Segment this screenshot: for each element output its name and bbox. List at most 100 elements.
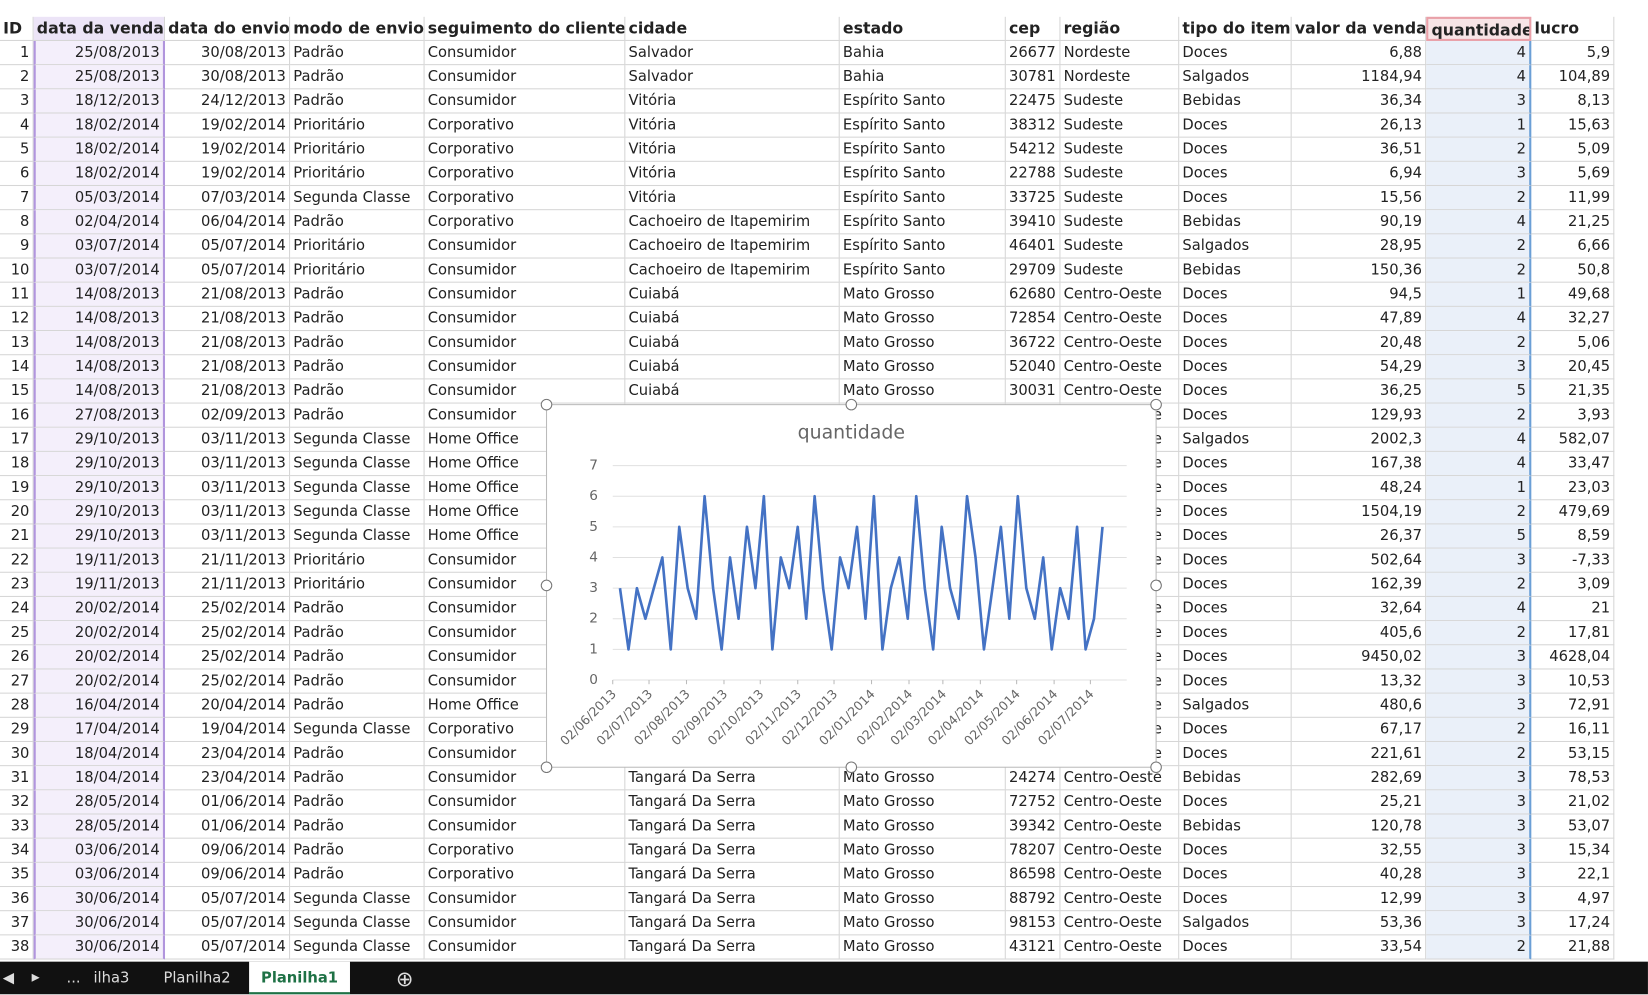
cell[interactable]: 94,5 xyxy=(1291,282,1427,307)
cell[interactable]: Doces xyxy=(1179,306,1292,332)
cell[interactable]: Doces xyxy=(1179,596,1292,622)
cell[interactable]: Doces xyxy=(1179,113,1292,138)
cell[interactable]: Tangará Da Serra xyxy=(625,790,840,815)
cell[interactable]: Doces xyxy=(1179,186,1292,211)
cell[interactable]: 3 xyxy=(0,89,34,114)
resize-handle[interactable] xyxy=(845,398,858,411)
cell[interactable]: 49,68 xyxy=(1531,282,1615,307)
cell[interactable]: 54,29 xyxy=(1291,355,1427,380)
cell[interactable]: 3 xyxy=(1426,89,1532,114)
cell[interactable]: 14/08/2013 xyxy=(33,331,166,356)
cell[interactable]: 03/06/2014 xyxy=(33,838,166,863)
cell[interactable]: Tangará Da Serra xyxy=(625,862,840,888)
cell[interactable]: 03/06/2014 xyxy=(33,862,166,888)
cell[interactable]: 21 xyxy=(1531,596,1615,622)
cell[interactable]: Centro-Oeste xyxy=(1060,838,1180,863)
cell[interactable]: 4 xyxy=(0,113,34,138)
cell[interactable]: Padrão xyxy=(290,282,425,307)
cell[interactable]: 25/02/2014 xyxy=(165,596,291,622)
cell[interactable]: Segunda Classe xyxy=(290,476,425,501)
cell[interactable]: 30/08/2013 xyxy=(165,65,291,90)
cell[interactable]: 72,91 xyxy=(1531,693,1615,718)
cell[interactable]: 405,6 xyxy=(1291,621,1427,646)
cell[interactable]: 3 xyxy=(1426,862,1532,888)
cell[interactable]: Bebidas xyxy=(1179,258,1292,283)
cell[interactable]: 120,78 xyxy=(1291,814,1427,839)
cell[interactable]: 4 xyxy=(1426,40,1532,66)
cell[interactable]: 78,53 xyxy=(1531,766,1615,791)
cell[interactable]: Doces xyxy=(1179,838,1292,863)
cell[interactable]: Salgados xyxy=(1179,693,1292,718)
cell[interactable]: 53,15 xyxy=(1531,742,1615,767)
cell[interactable]: 3 xyxy=(1426,766,1532,791)
cell[interactable]: 167,38 xyxy=(1291,451,1427,477)
cell[interactable]: Consumidor xyxy=(424,65,626,90)
cell[interactable]: Mato Grosso xyxy=(839,862,1006,888)
cell[interactable]: Mato Grosso xyxy=(839,379,1006,404)
cell[interactable]: 19 xyxy=(0,476,34,501)
cell[interactable]: 20/04/2014 xyxy=(165,693,291,718)
cell[interactable]: 53,07 xyxy=(1531,814,1615,839)
cell[interactable]: 480,6 xyxy=(1291,693,1427,718)
cell[interactable]: 50,8 xyxy=(1531,258,1615,283)
cell[interactable]: 30/06/2014 xyxy=(33,911,166,936)
cell[interactable]: 01/06/2014 xyxy=(165,790,291,815)
cell[interactable]: Padrão xyxy=(290,621,425,646)
sheet-tab[interactable]: Planilha1 xyxy=(249,961,350,995)
cell[interactable]: 39342 xyxy=(1005,814,1061,839)
cell[interactable]: 32,64 xyxy=(1291,596,1427,622)
cell[interactable]: Bahia xyxy=(839,65,1006,90)
resize-handle[interactable] xyxy=(1150,398,1162,411)
cell[interactable]: Espírito Santo xyxy=(839,234,1006,259)
cell[interactable]: 21,25 xyxy=(1531,210,1615,235)
cell[interactable]: 2 xyxy=(0,65,34,90)
cell[interactable]: Tangará Da Serra xyxy=(625,766,840,791)
cell[interactable]: Sudeste xyxy=(1060,258,1180,283)
cell[interactable]: 3 xyxy=(1426,548,1532,573)
cell[interactable]: 2 xyxy=(1426,186,1532,211)
cell[interactable]: 20,45 xyxy=(1531,355,1615,380)
cell[interactable]: 20 xyxy=(0,500,34,525)
sheet-tab[interactable]: Planilha2 xyxy=(163,970,231,987)
cell[interactable]: 6,88 xyxy=(1291,40,1427,66)
cell[interactable]: Doces xyxy=(1179,161,1292,187)
cell[interactable]: 25,21 xyxy=(1291,790,1427,815)
cell[interactable]: 2 xyxy=(1426,258,1532,283)
cell[interactable]: Centro-Oeste xyxy=(1060,862,1180,888)
cell[interactable]: 20/02/2014 xyxy=(33,645,166,670)
cell[interactable]: 90,19 xyxy=(1291,210,1427,235)
cell[interactable]: 4 xyxy=(1426,306,1532,332)
cell[interactable]: Consumidor xyxy=(424,89,626,114)
cell[interactable]: 2 xyxy=(1426,234,1532,259)
cell[interactable]: Espírito Santo xyxy=(839,210,1006,235)
cell[interactable]: 05/07/2014 xyxy=(165,911,291,936)
cell[interactable]: Doces xyxy=(1179,645,1292,670)
cell[interactable]: 30781 xyxy=(1005,65,1061,90)
cell[interactable]: 36 xyxy=(0,887,34,912)
cell[interactable]: 11,99 xyxy=(1531,186,1615,211)
column-header[interactable]: quantidade xyxy=(1426,16,1532,41)
cell[interactable]: 19/04/2014 xyxy=(165,717,291,743)
cell[interactable]: 36,25 xyxy=(1291,379,1427,404)
cell[interactable]: 9 xyxy=(0,234,34,259)
cell[interactable]: Padrão xyxy=(290,306,425,332)
cell[interactable]: 25/08/2013 xyxy=(33,65,166,90)
cell[interactable]: 5 xyxy=(1426,524,1532,549)
cell[interactable]: 03/11/2013 xyxy=(165,500,291,525)
cell[interactable]: 67,17 xyxy=(1291,717,1427,743)
cell[interactable]: 29/10/2013 xyxy=(33,500,166,525)
cell[interactable]: 10 xyxy=(0,258,34,283)
cell[interactable]: 17/04/2014 xyxy=(33,717,166,743)
cell[interactable]: Segunda Classe xyxy=(290,717,425,743)
cell[interactable]: 13,32 xyxy=(1291,669,1427,694)
cell[interactable]: Corporativo xyxy=(424,838,626,863)
column-header[interactable]: região xyxy=(1060,16,1180,41)
resize-handle[interactable] xyxy=(540,398,553,411)
cell[interactable]: 14/08/2013 xyxy=(33,282,166,307)
cell[interactable]: 3 xyxy=(1426,355,1532,380)
cell[interactable]: Bebidas xyxy=(1179,210,1292,235)
cell[interactable]: 38 xyxy=(0,935,34,960)
cell[interactable]: 3 xyxy=(1426,693,1532,718)
cell[interactable]: Padrão xyxy=(290,742,425,767)
cell[interactable]: 05/07/2014 xyxy=(165,234,291,259)
